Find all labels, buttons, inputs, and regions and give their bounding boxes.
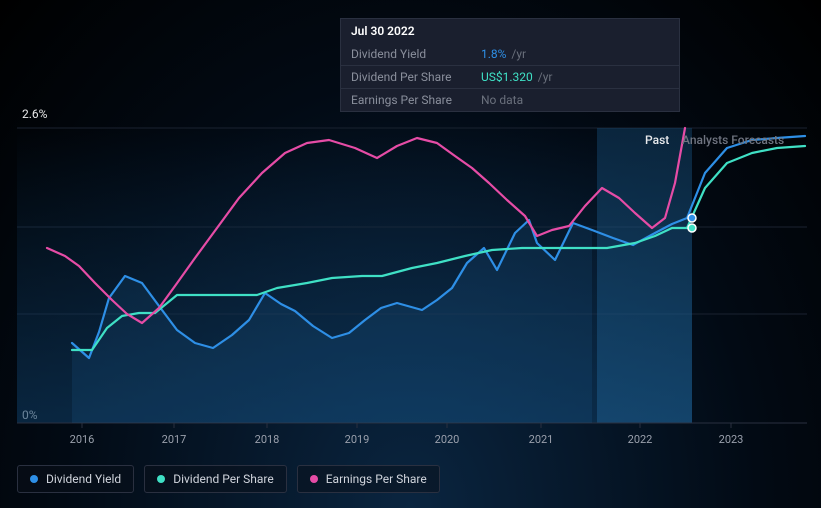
tooltip-row-label: Earnings Per Share [341, 89, 471, 111]
legend-label: Dividend Yield [46, 472, 121, 486]
x-tick-label: 2017 [162, 433, 187, 446]
tooltip-row-label: Dividend Per Share [341, 66, 471, 88]
chart-tooltip: Jul 30 2022 Dividend Yield1.8% /yrDivide… [340, 18, 680, 112]
tooltip-row-value: No data [471, 89, 533, 111]
tooltip-row-label: Dividend Yield [341, 43, 471, 65]
tooltip-row-value: 1.8% /yr [471, 43, 536, 65]
legend-item[interactable]: Earnings Per Share [297, 465, 440, 493]
tooltip-row-value: US$1.320 /yr [471, 66, 562, 88]
dividend-chart: Jul 30 2022 Dividend Yield1.8% /yrDivide… [0, 0, 821, 508]
legend-label: Earnings Per Share [326, 472, 427, 486]
tooltip-date: Jul 30 2022 [341, 19, 679, 43]
legend-swatch-icon [157, 475, 165, 483]
legend-label: Dividend Per Share [173, 472, 274, 486]
x-tick-label: 2016 [70, 433, 95, 446]
x-tick-label: 2021 [529, 433, 554, 446]
x-tick-label: 2019 [345, 433, 370, 446]
chart-legend: Dividend Yield Dividend Per Share Earnings… [17, 465, 440, 493]
x-tick-label: 2020 [435, 433, 460, 446]
x-tick-label: 2022 [628, 433, 653, 446]
x-tick-label: 2023 [719, 433, 744, 446]
legend-swatch-icon [310, 475, 318, 483]
legend-swatch-icon [30, 475, 38, 483]
forecast-region-label: Analysts Forecasts [682, 133, 784, 147]
legend-item[interactable]: Dividend Per Share [144, 465, 287, 493]
x-tick-label: 2018 [255, 433, 280, 446]
legend-item[interactable]: Dividend Yield [17, 465, 134, 493]
past-region-label: Past [645, 133, 669, 147]
